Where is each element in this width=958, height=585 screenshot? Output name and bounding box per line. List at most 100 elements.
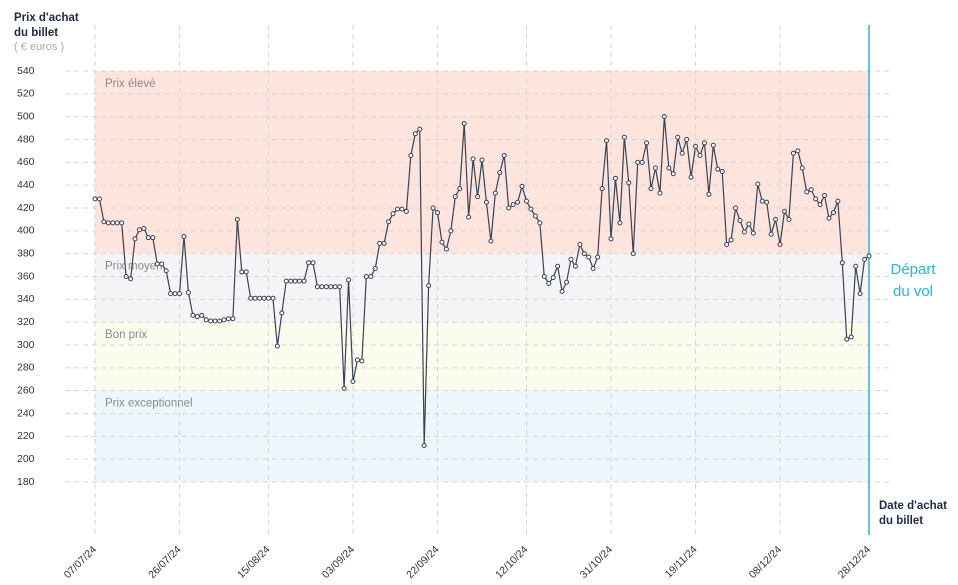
price-point xyxy=(443,246,449,252)
price-point xyxy=(466,214,472,220)
price-point xyxy=(283,278,289,284)
x-tick-label: 03/09/24 xyxy=(320,543,357,580)
x-tick-label: 08/12/24 xyxy=(747,543,784,580)
price-point xyxy=(128,276,134,282)
price-point xyxy=(208,318,214,324)
price-point xyxy=(265,295,271,301)
price-point xyxy=(310,260,316,266)
price-point xyxy=(239,269,245,275)
band-label: Prix exceptionnel xyxy=(105,398,193,410)
price-point xyxy=(394,206,400,212)
price-point xyxy=(217,318,223,324)
price-point xyxy=(430,205,436,211)
y-axis-title: du billet xyxy=(14,27,58,39)
price-point xyxy=(141,226,147,232)
price-point xyxy=(719,168,725,174)
price-point xyxy=(853,263,859,269)
price-point xyxy=(225,316,231,322)
price-point xyxy=(203,317,209,323)
price-point xyxy=(386,219,392,225)
price-point xyxy=(750,230,756,236)
y-tick-label: 340 xyxy=(17,293,35,305)
price-point xyxy=(737,218,743,224)
price-point xyxy=(644,140,650,146)
band-label: Prix moyen xyxy=(105,261,163,273)
price-point xyxy=(185,289,191,295)
price-point xyxy=(292,278,298,284)
price-point xyxy=(817,202,823,208)
price-point xyxy=(132,236,138,242)
price-point xyxy=(724,242,730,248)
y-tick-label: 260 xyxy=(17,384,35,396)
price-point xyxy=(212,318,218,324)
price-point xyxy=(492,190,498,196)
price-point xyxy=(297,278,303,284)
price-point xyxy=(301,278,307,284)
x-tick-label: 19/11/24 xyxy=(663,543,700,580)
price-point xyxy=(306,260,312,266)
price-point xyxy=(390,211,396,217)
price-point xyxy=(412,131,418,137)
price-point xyxy=(279,310,285,316)
price-point xyxy=(528,206,534,212)
band-label: Bon prix xyxy=(105,329,147,341)
x-tick-label: 22/09/24 xyxy=(404,543,441,580)
x-tick-label: 28/12/24 xyxy=(836,543,873,580)
price-point xyxy=(199,312,205,318)
price-point xyxy=(96,196,102,202)
price-point xyxy=(332,284,338,290)
price-point xyxy=(92,196,98,202)
price-point xyxy=(145,235,151,241)
price-point xyxy=(581,251,587,257)
price-point xyxy=(786,216,792,222)
x-tick-label: 31/10/24 xyxy=(578,543,615,580)
price-point xyxy=(559,288,565,294)
price-point xyxy=(857,291,863,297)
price-point xyxy=(488,238,494,244)
price-point xyxy=(337,284,343,290)
y-tick-label: 380 xyxy=(17,247,35,259)
band-label: Prix élevé xyxy=(105,78,156,90)
price-point xyxy=(417,126,423,132)
price-point xyxy=(604,138,610,144)
price-point xyxy=(172,291,178,297)
y-tick-label: 540 xyxy=(17,65,35,77)
y-axis-subtitle: ( € euros ) xyxy=(14,41,64,53)
price-point xyxy=(159,261,165,267)
price-point xyxy=(666,165,672,171)
price-point xyxy=(475,194,481,200)
x-axis-title: du billet xyxy=(879,515,923,527)
price-point xyxy=(773,216,779,222)
price-point xyxy=(346,277,352,283)
price-point xyxy=(652,165,658,171)
price-point xyxy=(826,215,832,221)
price-point xyxy=(693,143,699,149)
price-point xyxy=(190,312,196,318)
price-point xyxy=(381,240,387,246)
price-point xyxy=(328,284,334,290)
price-point xyxy=(359,358,365,364)
price-point xyxy=(288,278,294,284)
price-point xyxy=(555,263,561,269)
price-point xyxy=(541,274,547,279)
price-point xyxy=(341,385,347,391)
price-point xyxy=(741,229,747,235)
y-tick-label: 240 xyxy=(17,407,35,419)
y-tick-label: 440 xyxy=(17,179,35,191)
price-point xyxy=(781,208,787,214)
price-point xyxy=(252,295,258,301)
price-point xyxy=(248,295,254,301)
price-point xyxy=(862,256,868,262)
price-point xyxy=(457,186,463,192)
price-point xyxy=(230,316,236,322)
price-point xyxy=(399,206,405,212)
price-point xyxy=(550,275,556,281)
price-point xyxy=(715,166,721,172)
price-point xyxy=(661,114,667,120)
price-point xyxy=(234,216,240,222)
annotation: du vol xyxy=(893,283,933,300)
price-point xyxy=(537,220,543,226)
price-point xyxy=(448,228,454,234)
price-point xyxy=(435,210,441,216)
price-point xyxy=(830,210,836,216)
